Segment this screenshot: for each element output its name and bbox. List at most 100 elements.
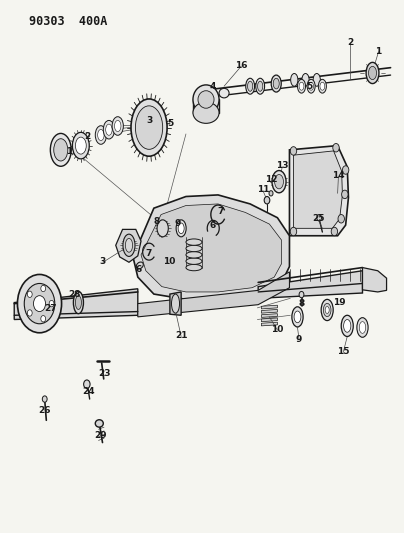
Circle shape xyxy=(290,227,297,236)
Ellipse shape xyxy=(344,319,351,332)
Ellipse shape xyxy=(186,252,202,258)
Text: 4: 4 xyxy=(210,82,217,91)
Text: 2: 2 xyxy=(84,132,91,141)
Ellipse shape xyxy=(123,234,135,256)
Ellipse shape xyxy=(309,82,314,90)
Text: 5: 5 xyxy=(167,119,173,128)
Ellipse shape xyxy=(98,130,104,141)
Ellipse shape xyxy=(297,79,305,93)
Circle shape xyxy=(34,296,46,312)
Text: 12: 12 xyxy=(265,174,278,183)
Polygon shape xyxy=(261,305,278,309)
Ellipse shape xyxy=(50,133,71,166)
Ellipse shape xyxy=(103,120,114,139)
Polygon shape xyxy=(293,151,343,228)
Ellipse shape xyxy=(76,137,86,154)
Ellipse shape xyxy=(359,321,366,333)
Ellipse shape xyxy=(72,132,89,159)
Ellipse shape xyxy=(131,99,167,156)
Ellipse shape xyxy=(299,82,304,90)
Text: 25: 25 xyxy=(312,214,324,223)
Ellipse shape xyxy=(275,174,284,189)
Ellipse shape xyxy=(290,74,298,86)
Ellipse shape xyxy=(292,307,303,327)
Polygon shape xyxy=(261,318,278,321)
Ellipse shape xyxy=(76,296,82,310)
Text: 13: 13 xyxy=(276,161,288,170)
Text: 10: 10 xyxy=(271,325,284,334)
Circle shape xyxy=(290,147,297,155)
Text: 8: 8 xyxy=(154,217,160,227)
Ellipse shape xyxy=(320,82,325,90)
Polygon shape xyxy=(290,146,348,236)
Text: 1: 1 xyxy=(375,47,382,56)
Ellipse shape xyxy=(273,78,279,89)
Polygon shape xyxy=(261,314,278,317)
Polygon shape xyxy=(138,272,290,317)
Polygon shape xyxy=(362,268,387,292)
Circle shape xyxy=(264,197,270,204)
Text: 5: 5 xyxy=(306,82,313,91)
Polygon shape xyxy=(141,204,282,292)
Circle shape xyxy=(17,274,61,333)
Polygon shape xyxy=(261,322,278,326)
Ellipse shape xyxy=(193,85,219,114)
Circle shape xyxy=(331,227,338,236)
Polygon shape xyxy=(133,195,290,300)
Ellipse shape xyxy=(341,316,353,336)
Circle shape xyxy=(49,301,54,307)
Circle shape xyxy=(299,292,304,298)
Ellipse shape xyxy=(246,78,255,94)
Ellipse shape xyxy=(178,223,184,233)
Ellipse shape xyxy=(313,74,320,86)
Text: 16: 16 xyxy=(235,61,248,69)
Ellipse shape xyxy=(325,306,329,313)
Ellipse shape xyxy=(256,78,265,94)
Ellipse shape xyxy=(186,239,202,245)
Ellipse shape xyxy=(114,120,121,132)
Text: 6: 6 xyxy=(135,265,142,273)
Text: 23: 23 xyxy=(99,369,111,378)
Text: 14: 14 xyxy=(332,171,345,180)
Ellipse shape xyxy=(368,66,377,79)
Text: 24: 24 xyxy=(82,386,95,395)
Ellipse shape xyxy=(186,264,202,271)
Text: 28: 28 xyxy=(69,289,81,298)
Text: 6: 6 xyxy=(210,221,216,230)
Circle shape xyxy=(317,215,322,221)
Polygon shape xyxy=(170,292,181,316)
Ellipse shape xyxy=(248,81,253,91)
Text: 9: 9 xyxy=(296,335,302,344)
Text: 15: 15 xyxy=(337,347,349,356)
Ellipse shape xyxy=(272,171,286,193)
Ellipse shape xyxy=(366,62,379,84)
Text: 27: 27 xyxy=(44,304,57,313)
Text: 7: 7 xyxy=(218,207,224,216)
Polygon shape xyxy=(261,310,278,313)
Text: 10: 10 xyxy=(163,257,175,265)
Circle shape xyxy=(342,190,348,199)
Ellipse shape xyxy=(186,258,202,264)
Ellipse shape xyxy=(323,303,331,317)
Ellipse shape xyxy=(219,88,229,98)
Circle shape xyxy=(27,310,32,316)
Ellipse shape xyxy=(136,262,143,269)
Circle shape xyxy=(41,285,46,292)
Ellipse shape xyxy=(258,81,263,91)
Ellipse shape xyxy=(302,74,309,86)
Ellipse shape xyxy=(186,245,202,252)
Ellipse shape xyxy=(294,311,301,322)
Polygon shape xyxy=(258,271,362,298)
Ellipse shape xyxy=(271,75,281,92)
Circle shape xyxy=(343,166,349,174)
Text: 90303  400A: 90303 400A xyxy=(29,14,108,28)
Ellipse shape xyxy=(95,126,107,144)
Circle shape xyxy=(27,291,32,297)
Text: 11: 11 xyxy=(257,185,269,194)
Text: 3: 3 xyxy=(100,257,106,265)
Ellipse shape xyxy=(106,124,112,135)
Circle shape xyxy=(333,143,339,152)
Ellipse shape xyxy=(198,91,214,108)
Text: 8: 8 xyxy=(299,299,305,308)
Ellipse shape xyxy=(54,139,68,161)
